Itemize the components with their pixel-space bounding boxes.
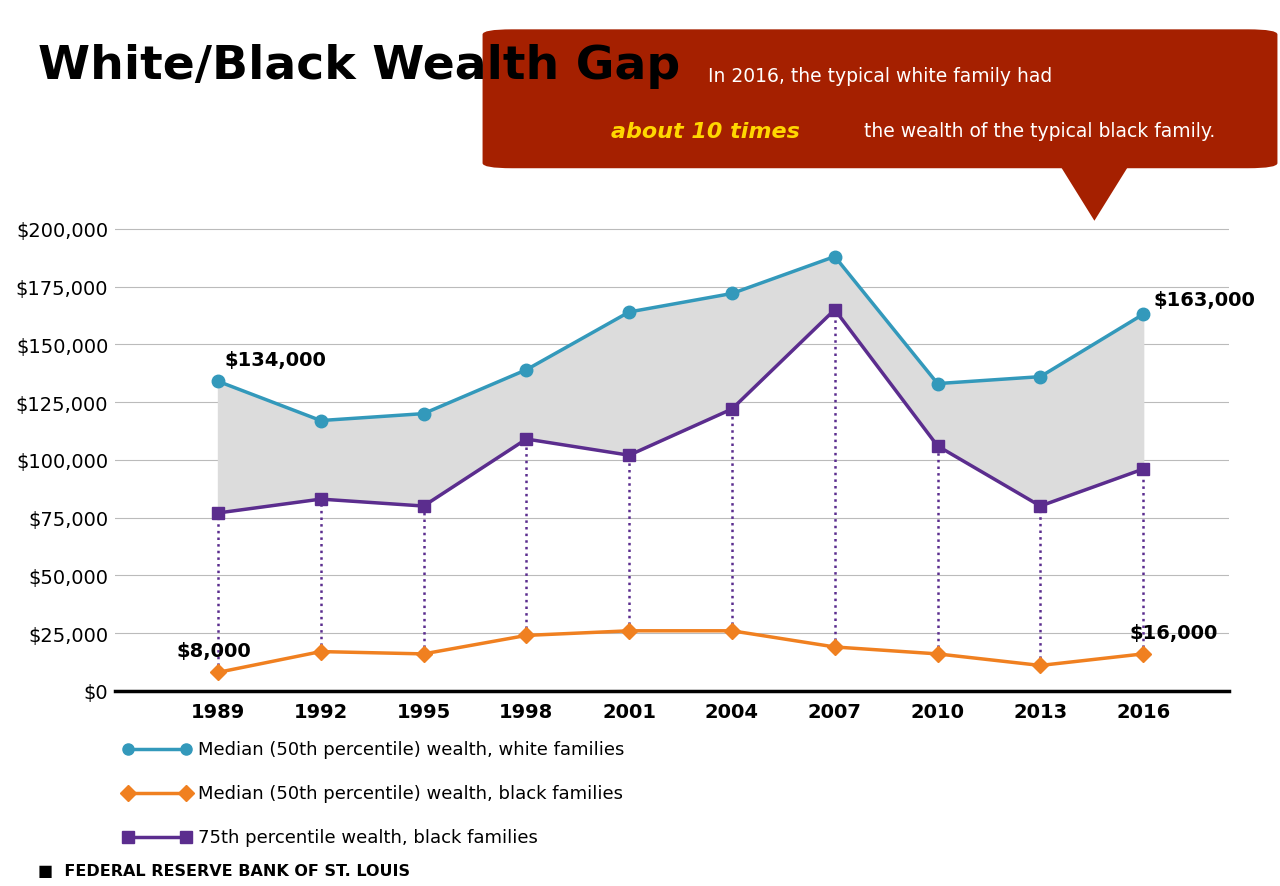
Text: Median (50th percentile) wealth, white families: Median (50th percentile) wealth, white f… xyxy=(198,740,625,758)
Text: about 10 times: about 10 times xyxy=(612,121,800,142)
Text: the wealth of the typical black family.: the wealth of the typical black family. xyxy=(858,122,1215,141)
Text: 75th percentile wealth, black families: 75th percentile wealth, black families xyxy=(198,828,539,846)
Text: Median (50th percentile) wealth, black families: Median (50th percentile) wealth, black f… xyxy=(198,784,623,802)
Polygon shape xyxy=(1059,164,1130,222)
FancyBboxPatch shape xyxy=(483,30,1277,169)
Text: $134,000: $134,000 xyxy=(225,351,326,369)
Text: $16,000: $16,000 xyxy=(1129,623,1217,642)
Text: $163,000: $163,000 xyxy=(1153,291,1256,310)
Text: In 2016, the typical white family had: In 2016, the typical white family had xyxy=(708,67,1052,86)
Text: White/Black Wealth Gap: White/Black Wealth Gap xyxy=(38,44,681,89)
Text: $8,000: $8,000 xyxy=(177,641,252,660)
Text: ■  FEDERAL RESERVE BANK OF ST. LOUIS: ■ FEDERAL RESERVE BANK OF ST. LOUIS xyxy=(38,863,411,877)
